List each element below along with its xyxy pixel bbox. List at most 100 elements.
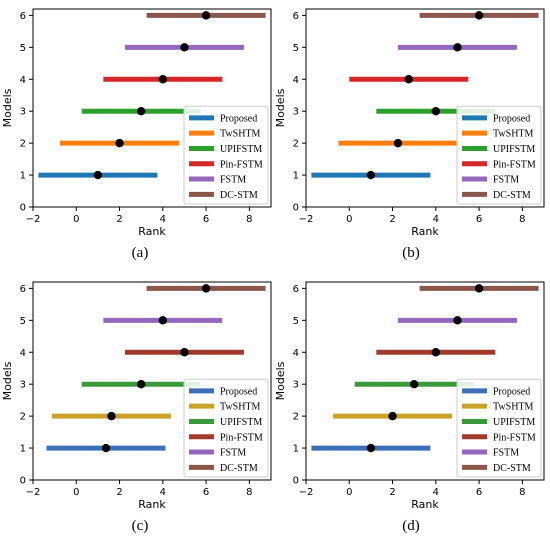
panel-label: (c) xyxy=(132,518,149,534)
legend: Proposed TwSHTM UPIFSTM Pin-FSTM FSTM DC-STM xyxy=(183,105,269,205)
y-tick-label: 3 xyxy=(293,380,299,391)
legend: Proposed TwSHTM UPIFSTM Pin-FSTM FSTM DC-STM xyxy=(183,378,269,478)
rank-point-twshtm xyxy=(393,138,403,148)
y-tick-label: 1 xyxy=(20,171,26,182)
rank-point-pin-fstm xyxy=(431,348,441,357)
x-tick-label: 0 xyxy=(73,214,79,225)
y-tick-label: 1 xyxy=(20,444,26,455)
legend-label: Pin-FSTM xyxy=(220,159,263,170)
legend-label: UPIFSTM xyxy=(220,144,262,155)
legend-label: TwSHTM xyxy=(220,129,261,140)
x-tick-label: 4 xyxy=(160,214,166,225)
y-tick-label: 4 xyxy=(293,75,299,86)
x-tick-label: 8 xyxy=(519,487,525,498)
panel-label: (d) xyxy=(402,518,420,534)
legend-label: Proposed xyxy=(493,113,530,124)
y-axis-label: Models xyxy=(274,361,287,400)
rank-point-proposed xyxy=(366,170,376,180)
y-tick-label: 4 xyxy=(293,348,299,359)
rank-point-proposed xyxy=(101,443,111,453)
x-tick-label: −2 xyxy=(299,214,314,225)
y-tick-label: 6 xyxy=(293,284,299,295)
x-tick-label: −2 xyxy=(26,214,41,225)
rank-point-pin-fstm xyxy=(404,75,413,84)
y-tick-label: 1 xyxy=(293,171,299,182)
y-tick-label: 5 xyxy=(293,316,299,327)
y-axis-label: Models xyxy=(1,361,14,400)
y-tick-label: 3 xyxy=(293,107,299,118)
rank-point-dc-stm xyxy=(474,284,484,293)
legend-label: TwSHTM xyxy=(220,402,261,413)
x-axis-label: Rank xyxy=(411,225,439,238)
rank-point-proposed xyxy=(93,170,103,180)
legend-label: DC-STM xyxy=(220,190,258,201)
y-tick-label: 1 xyxy=(293,444,299,455)
x-tick-label: 2 xyxy=(116,214,122,225)
rank-point-dc-stm xyxy=(474,11,484,20)
panel-label: (a) xyxy=(132,245,149,261)
rank-point-fstm xyxy=(453,43,462,52)
y-tick-label: 6 xyxy=(293,11,299,22)
x-tick-label: 6 xyxy=(203,487,209,498)
legend-label: TwSHTM xyxy=(493,129,534,140)
y-axis-label: Models xyxy=(274,88,287,127)
axes-frame xyxy=(32,8,272,208)
legend-label: Pin-FSTM xyxy=(493,432,536,443)
x-tick-label: −2 xyxy=(26,487,41,498)
x-axis-label: Rank xyxy=(138,498,166,511)
x-tick-label: 2 xyxy=(389,214,395,225)
legend: Proposed TwSHTM UPIFSTM Pin-FSTM FSTM DC-STM xyxy=(456,378,542,478)
legend-label: Proposed xyxy=(220,386,257,397)
rank-point-pin-fstm xyxy=(180,348,189,357)
rank-point-dc-stm xyxy=(201,284,211,293)
legend-label: Proposed xyxy=(220,113,257,124)
axes-frame xyxy=(32,281,272,481)
rank-point-twshtm xyxy=(107,411,116,421)
x-tick-label: 6 xyxy=(476,214,482,225)
y-tick-label: 6 xyxy=(20,284,26,295)
axes-frame xyxy=(305,281,545,481)
rank-point-fstm xyxy=(453,316,462,325)
y-tick-label: 5 xyxy=(20,316,26,327)
y-tick-label: 3 xyxy=(20,380,26,391)
x-tick-label: 0 xyxy=(346,487,352,498)
y-tick-label: 0 xyxy=(20,203,26,214)
legend-label: FSTM xyxy=(220,448,246,459)
legend-label: DC-STM xyxy=(493,463,531,474)
rank-point-twshtm xyxy=(115,138,124,148)
y-axis-label: Models xyxy=(1,88,14,127)
rank-point-dc-stm xyxy=(201,11,211,20)
x-tick-label: 0 xyxy=(346,214,352,225)
y-tick-label: 0 xyxy=(20,476,26,487)
rank-point-upifstm xyxy=(136,379,146,389)
y-tick-label: 5 xyxy=(293,43,299,54)
x-tick-label: 8 xyxy=(246,214,252,225)
legend-label: Proposed xyxy=(493,386,530,397)
legend-label: FSTM xyxy=(493,448,519,459)
y-tick-label: 2 xyxy=(293,139,299,150)
legend-label: DC-STM xyxy=(493,190,531,201)
legend-label: Pin-FSTM xyxy=(493,159,536,170)
y-tick-label: 2 xyxy=(20,139,26,150)
rank-point-fstm xyxy=(180,43,189,52)
x-tick-label: 0 xyxy=(73,487,79,498)
y-tick-label: 5 xyxy=(20,43,26,54)
legend-label: UPIFSTM xyxy=(220,417,262,428)
legend: Proposed TwSHTM UPIFSTM Pin-FSTM FSTM DC-STM xyxy=(456,105,542,205)
x-axis-label: Rank xyxy=(411,498,439,511)
x-tick-label: 2 xyxy=(389,487,395,498)
x-tick-label: 2 xyxy=(116,487,122,498)
y-tick-label: 4 xyxy=(20,75,26,86)
panel-label: (b) xyxy=(402,245,420,261)
x-axis-label: Rank xyxy=(138,225,166,238)
x-tick-label: −2 xyxy=(299,487,314,498)
legend-label: DC-STM xyxy=(220,463,258,474)
legend-label: UPIFSTM xyxy=(493,417,535,428)
x-tick-label: 4 xyxy=(160,487,166,498)
x-tick-label: 8 xyxy=(246,487,252,498)
x-tick-label: 6 xyxy=(203,214,209,225)
